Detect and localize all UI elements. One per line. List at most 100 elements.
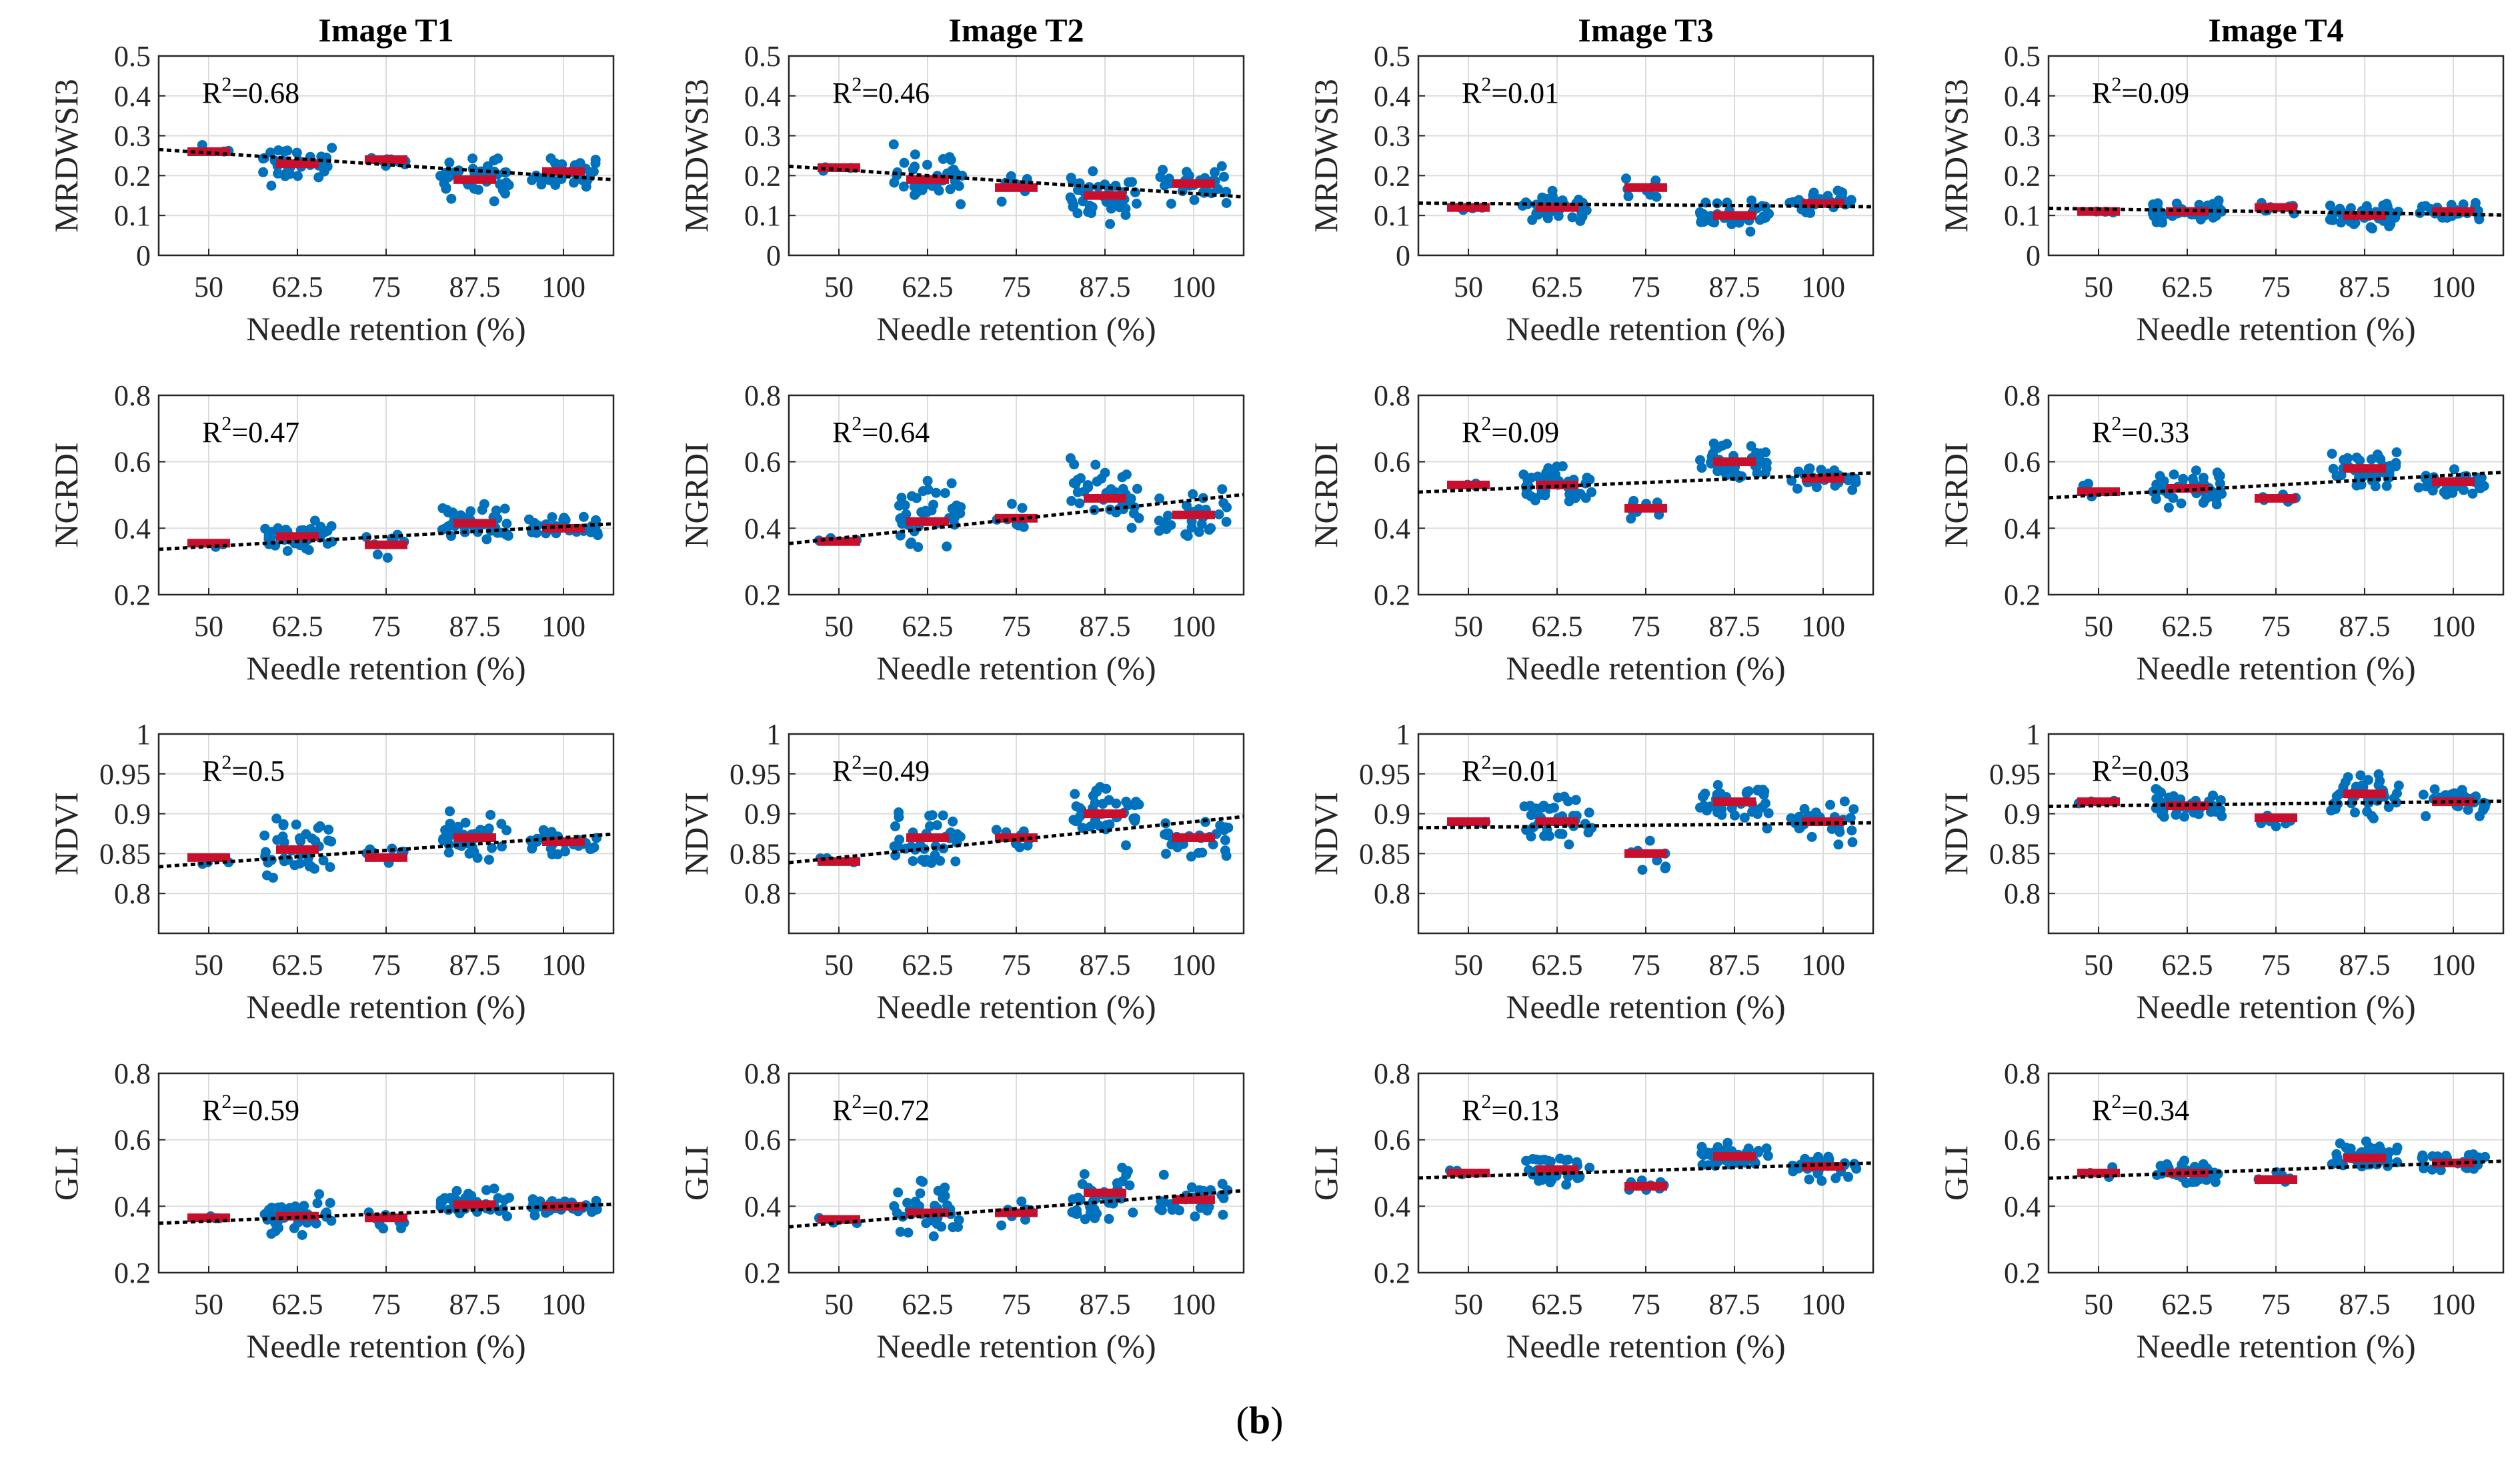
data-point xyxy=(1712,789,1722,800)
y-tick-label: 0.1 xyxy=(2004,199,2041,232)
caption-letter: b xyxy=(1249,1399,1270,1442)
panel-r3-c1: 0.8 0.85 0.9 0.95 1 50 62.5 75 87.5 100 R2=0.5 Need… xyxy=(47,718,615,1025)
y-tick-label: 0.6 xyxy=(744,1124,781,1157)
data-point xyxy=(327,143,337,153)
y-tick-label: 0.8 xyxy=(114,1057,151,1090)
data-point xyxy=(1696,802,1706,813)
data-point xyxy=(1196,519,1207,529)
data-point xyxy=(534,1197,545,1208)
x-tick-label: 50 xyxy=(1454,949,1483,981)
axes-box xyxy=(788,55,1245,257)
trend-line xyxy=(158,522,614,551)
y-tick-label: 0.2 xyxy=(2004,159,2041,192)
r-squared-value: =0.68 xyxy=(231,77,299,109)
data-point xyxy=(1570,795,1581,805)
data-point xyxy=(531,527,541,538)
data-point xyxy=(440,825,451,835)
data-point xyxy=(1564,496,1574,507)
data-point xyxy=(271,813,282,824)
r-squared-base: R xyxy=(2092,416,2112,449)
x-tick-label: 75 xyxy=(2261,610,2291,643)
data-point xyxy=(1705,801,1716,812)
axes-box xyxy=(2047,55,2505,257)
data-point xyxy=(2418,789,2429,800)
data-point xyxy=(2479,481,2489,491)
trend-line xyxy=(158,147,614,182)
data-point xyxy=(1182,500,1192,511)
y-tick-label: 0.9 xyxy=(1374,798,1410,831)
data-point xyxy=(1132,483,1142,494)
data-point xyxy=(1079,1169,1090,1179)
data-point xyxy=(589,1205,600,1215)
data-point xyxy=(467,153,478,164)
x-tick-label: 100 xyxy=(1172,610,1216,643)
data-point xyxy=(2191,465,2201,476)
x-axis-label: Needle retention (%) xyxy=(876,1327,1156,1365)
r-squared-exponent: 2 xyxy=(221,73,231,95)
r-squared-exponent: 2 xyxy=(852,751,862,773)
data-point xyxy=(1016,1196,1027,1207)
data-point xyxy=(1745,226,1756,237)
data-point xyxy=(1518,469,1529,480)
data-point xyxy=(2476,473,2487,483)
data-point xyxy=(501,519,512,529)
panel-r4-c1: 0.2 0.4 0.6 0.8 50 62.5 75 87.5 100 R2=0.59 Needle… xyxy=(47,1057,615,1365)
data-point xyxy=(276,1202,287,1213)
data-point xyxy=(1726,219,1737,229)
data-point xyxy=(491,505,501,516)
data-point xyxy=(1563,796,1574,807)
y-tick-label: 0.6 xyxy=(114,446,151,479)
data-point xyxy=(496,819,507,829)
data-point xyxy=(1832,185,1843,196)
data-point xyxy=(1216,161,1227,171)
data-point xyxy=(903,1227,914,1238)
x-tick-label: 87.5 xyxy=(2339,271,2390,303)
data-point xyxy=(1644,835,1655,846)
panel-r4-c2: 0.2 0.4 0.6 0.8 50 62.5 75 87.5 100 R2=0.72 Needle… xyxy=(678,1057,1245,1365)
r-squared-value: =0.34 xyxy=(2121,1094,2189,1127)
data-point xyxy=(318,855,329,866)
data-point xyxy=(2325,200,2335,211)
data-point xyxy=(2383,802,2394,813)
data-point xyxy=(1117,1163,1128,1173)
data-point xyxy=(1756,201,1767,211)
data-point xyxy=(2365,470,2375,481)
data-point xyxy=(895,530,906,541)
caption-open-paren: ( xyxy=(1236,1399,1249,1442)
r-squared-base: R xyxy=(1462,416,1482,449)
x-tick-label: 100 xyxy=(1172,1288,1216,1321)
data-point xyxy=(1130,816,1140,827)
y-tick-label: 0.9 xyxy=(744,798,781,831)
data-point xyxy=(258,167,269,177)
y-tick-label: 0.9 xyxy=(114,798,151,831)
data-point xyxy=(2159,476,2169,487)
data-point xyxy=(2163,503,2174,513)
data-point xyxy=(2467,488,2478,499)
data-point xyxy=(1763,808,1774,819)
y-axis-label: MRDWSI3 xyxy=(678,79,715,233)
r-squared-base: R xyxy=(202,755,222,787)
axes-box xyxy=(1417,394,1874,596)
data-point xyxy=(1072,208,1083,219)
data-point xyxy=(545,153,556,164)
data-point xyxy=(2171,809,2181,820)
x-tick-label: 87.5 xyxy=(449,610,500,643)
x-tick-label: 50 xyxy=(194,610,223,643)
x-tick-label: 62.5 xyxy=(1532,610,1583,643)
data-point xyxy=(1760,212,1771,223)
x-tick-label: 62.5 xyxy=(902,949,954,981)
y-tick-label: 0.2 xyxy=(114,159,151,192)
data-point xyxy=(309,515,320,526)
data-point xyxy=(996,1220,1007,1231)
r-squared-label: R2=0.5 xyxy=(202,751,285,787)
data-point xyxy=(2463,1150,2474,1161)
data-point xyxy=(1112,1178,1122,1189)
trend-line xyxy=(2048,207,2504,217)
caption-close-paren: ) xyxy=(1270,1399,1283,1442)
data-point xyxy=(1017,503,1028,513)
r-squared-exponent: 2 xyxy=(852,1091,862,1113)
x-tick-label: 75 xyxy=(1631,610,1660,643)
r-squared-base: R xyxy=(832,755,852,787)
data-point xyxy=(1121,840,1131,851)
data-point xyxy=(2149,210,2159,221)
